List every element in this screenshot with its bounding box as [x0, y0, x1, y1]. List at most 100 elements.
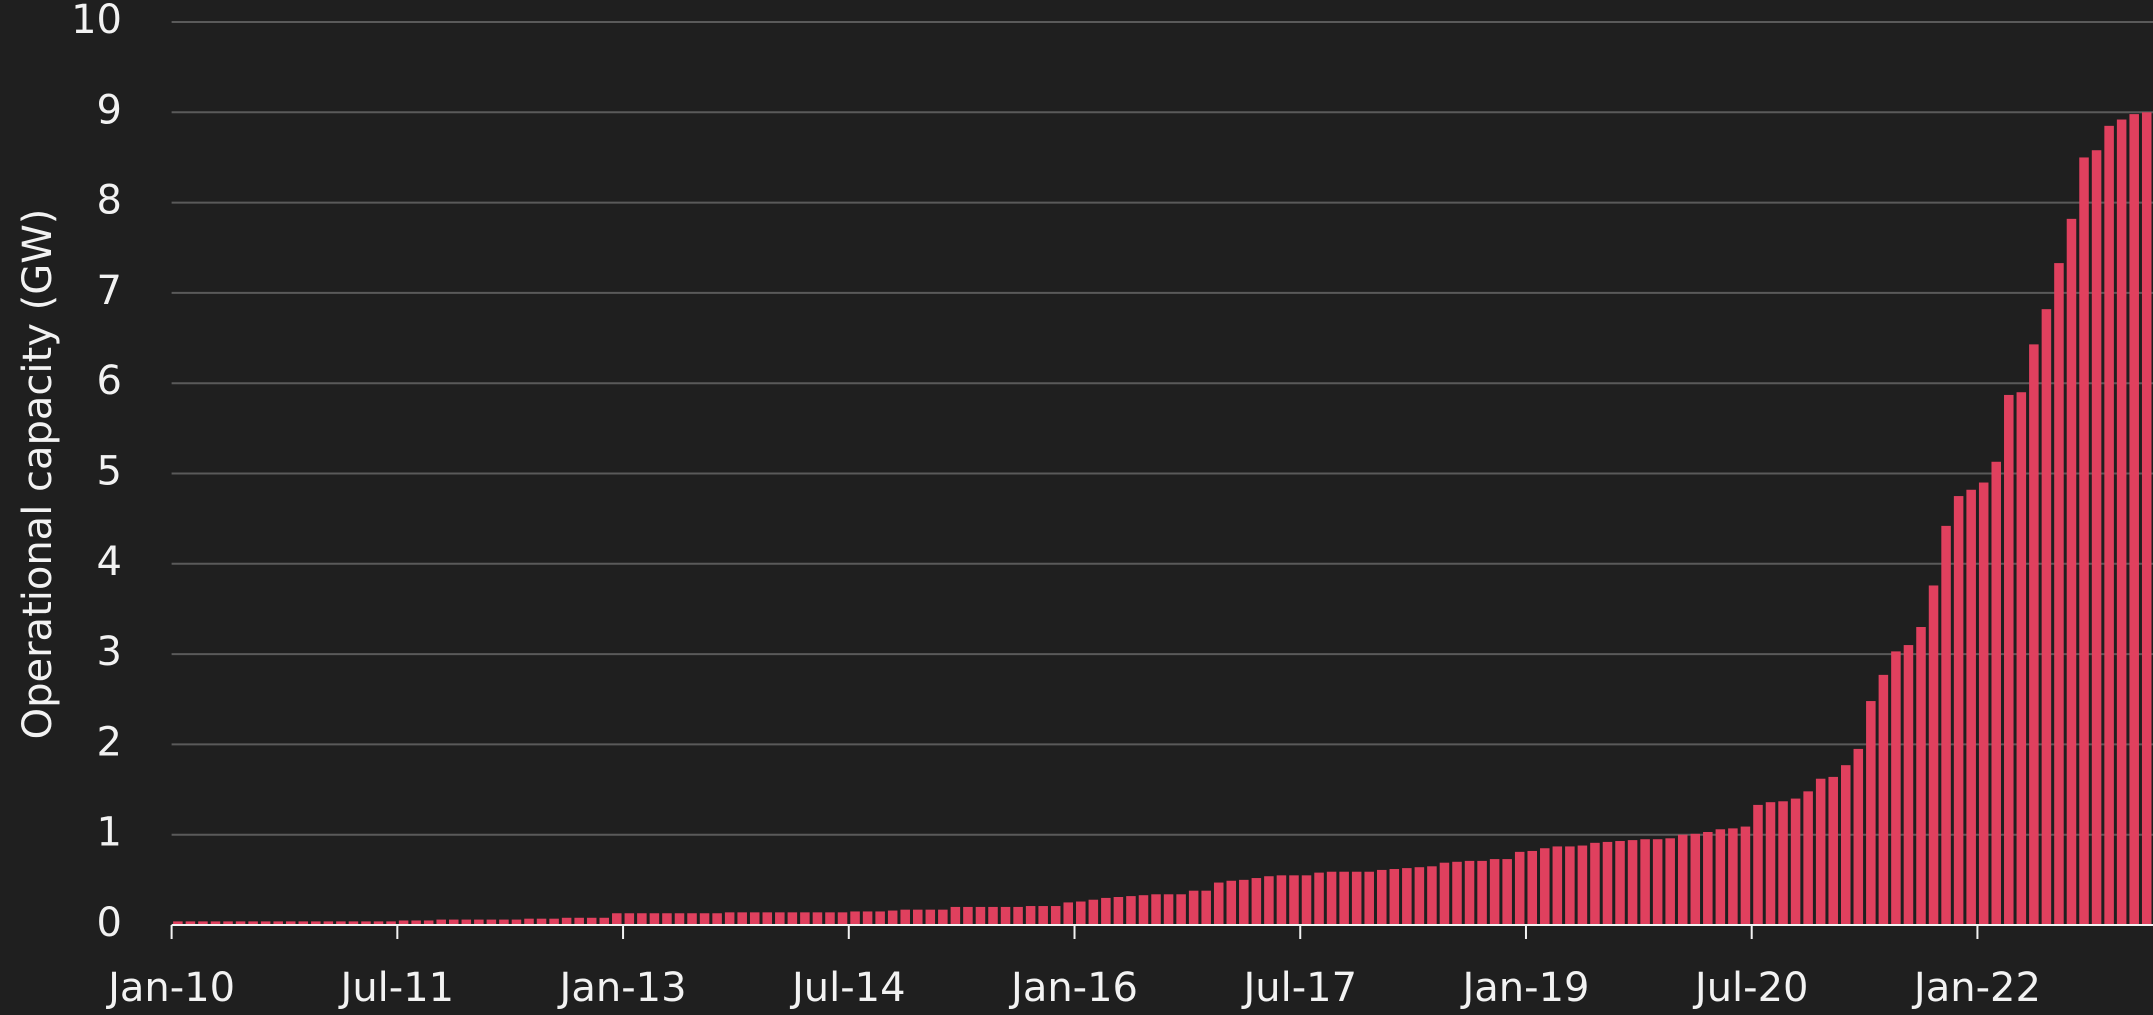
bar	[1652, 839, 1663, 925]
bar	[1176, 894, 1186, 925]
y-tick-label: 4	[97, 539, 122, 585]
bar	[812, 912, 823, 925]
x-tick-label: Jan-19	[1459, 965, 1589, 1011]
bar	[1000, 906, 1011, 925]
bar	[988, 906, 998, 925]
x-tick-label: Jul-14	[789, 965, 906, 1011]
bar	[1038, 906, 1048, 925]
bar	[185, 921, 196, 925]
bar	[1339, 871, 1349, 925]
bar	[1828, 776, 1838, 925]
bar	[900, 909, 910, 925]
bar	[574, 917, 584, 925]
bar	[1866, 701, 1876, 925]
bar	[800, 912, 810, 925]
bar	[637, 913, 647, 925]
bar	[1715, 829, 1726, 925]
y-tick-label: 0	[97, 900, 122, 946]
bar	[612, 913, 622, 925]
bar	[486, 919, 497, 925]
bar	[938, 909, 948, 925]
bar	[862, 911, 873, 925]
bar	[549, 918, 559, 925]
bar	[1778, 801, 1788, 925]
bar	[499, 919, 509, 925]
bar	[336, 921, 346, 925]
bar	[1753, 804, 1763, 925]
bar	[1264, 876, 1274, 925]
bar	[2016, 392, 2027, 926]
bar	[674, 913, 685, 925]
bar	[1565, 846, 1575, 925]
x-tick-label: Jan-16	[1008, 965, 1138, 1011]
bar	[1364, 871, 1374, 925]
bar	[1590, 842, 1600, 925]
bar	[875, 911, 885, 925]
bar	[749, 912, 760, 925]
y-tick-label: 6	[97, 358, 122, 404]
bar	[173, 921, 183, 925]
bar	[2129, 114, 2139, 925]
bar	[361, 921, 371, 925]
bar	[825, 912, 835, 925]
bar	[837, 912, 848, 925]
y-axis-title: Operational capacity (GW)	[15, 209, 61, 740]
bar	[1201, 890, 1211, 925]
bar	[1552, 846, 1563, 925]
bar	[2091, 150, 2102, 925]
bar	[1101, 897, 1111, 925]
bar	[2004, 394, 2014, 926]
bar	[1239, 879, 1249, 925]
bar	[1427, 866, 1437, 925]
bar	[1452, 861, 1462, 925]
bar	[2054, 263, 2064, 925]
x-tick-label: Jan-10	[105, 965, 235, 1011]
bar	[1050, 906, 1061, 925]
bar	[1289, 875, 1299, 925]
bar	[586, 917, 597, 925]
bar	[1439, 862, 1450, 925]
bar	[1213, 882, 1224, 925]
bar	[2141, 112, 2152, 926]
bar	[1540, 848, 1550, 925]
bar	[1665, 838, 1675, 925]
bar	[198, 921, 208, 925]
bar	[1903, 645, 1914, 925]
bar	[2079, 157, 2089, 925]
bar	[649, 913, 660, 925]
bar	[448, 919, 459, 925]
bar	[1351, 871, 1362, 925]
bar	[662, 913, 672, 925]
bar	[912, 909, 923, 925]
bar	[737, 912, 747, 925]
bar	[248, 921, 258, 925]
bar	[599, 917, 610, 925]
bar	[273, 921, 283, 925]
bar	[1276, 875, 1287, 925]
bar	[398, 920, 409, 925]
bar	[2104, 125, 2114, 926]
bar	[1163, 894, 1174, 925]
bar	[1928, 585, 1939, 925]
bar	[1916, 627, 1926, 925]
bar	[1941, 525, 1951, 925]
y-tick-label: 5	[97, 449, 122, 495]
bar	[850, 911, 860, 925]
bar	[1301, 875, 1312, 925]
bar	[1640, 839, 1650, 925]
bar	[1514, 851, 1525, 925]
bar	[1088, 899, 1099, 925]
bar	[1703, 831, 1713, 925]
bar	[1991, 461, 2002, 925]
bar	[1013, 906, 1023, 925]
y-tick-label: 9	[97, 87, 122, 133]
bar	[1978, 482, 1989, 925]
bar	[1477, 860, 1487, 925]
bar	[1891, 651, 1901, 925]
bar	[1765, 802, 1776, 925]
bar	[411, 920, 421, 925]
bar	[1464, 860, 1475, 925]
bar	[536, 918, 547, 925]
